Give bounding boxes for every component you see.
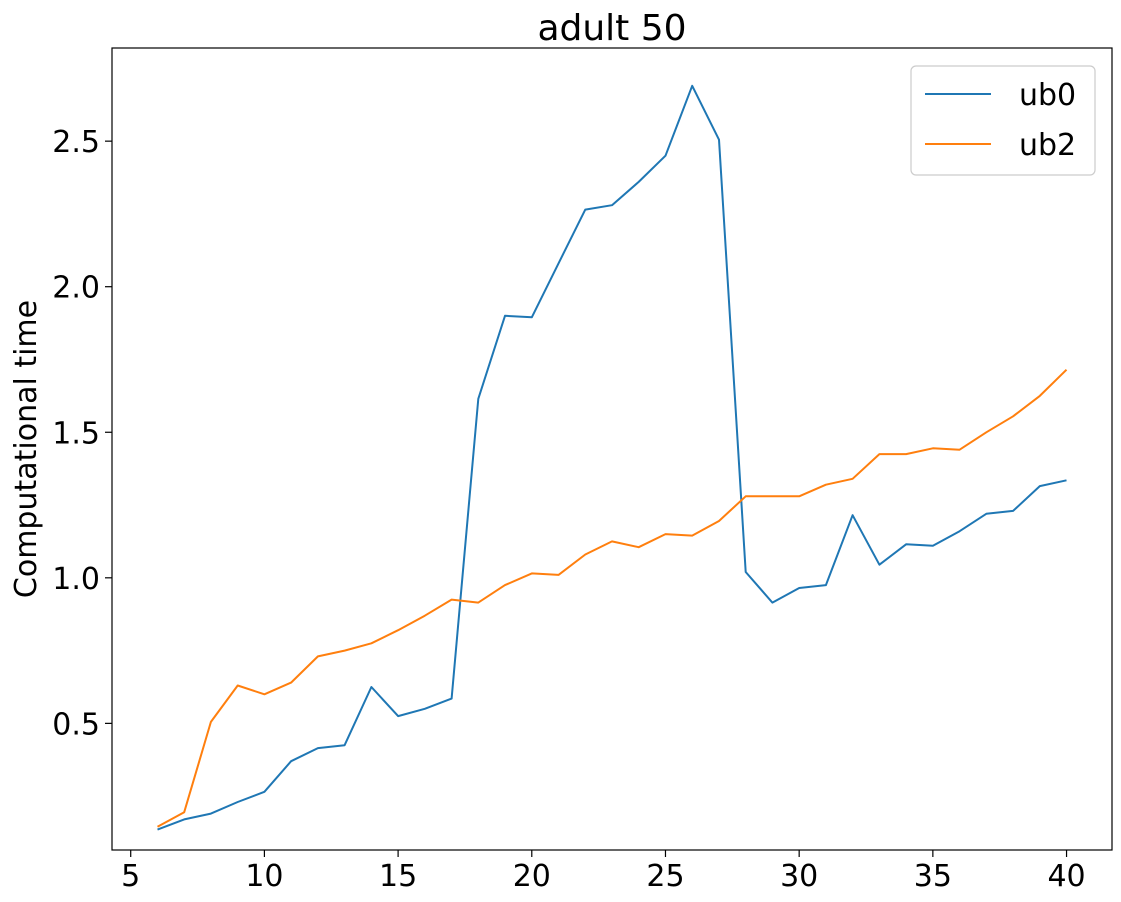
plot-frame — [111, 47, 1113, 851]
legend-label-ub0: ub0 — [1019, 78, 1076, 113]
x-tick-label: 35 — [914, 859, 952, 894]
series-layer — [157, 84, 1068, 831]
y-tick-label: 0.5 — [52, 707, 100, 742]
x-tick-label: 25 — [646, 859, 684, 894]
chart-title: adult 50 — [537, 8, 686, 49]
x-tick-label: 10 — [245, 859, 283, 894]
y-axis-label: Computational time — [9, 300, 44, 598]
y-tick-label: 1.5 — [52, 416, 100, 451]
x-tick-label: 20 — [513, 859, 551, 894]
y-axis-ticks: 0.5 1.0 1.5 2.0 2.5 — [52, 125, 112, 742]
legend-label-ub2: ub2 — [1019, 128, 1076, 163]
x-tick-label: 30 — [780, 859, 818, 894]
y-tick-label: 1.0 — [52, 562, 100, 597]
series-line-ub2 — [157, 368, 1068, 828]
x-tick-label: 5 — [121, 859, 140, 894]
x-axis-ticks: 5 10 15 20 25 30 35 40 — [121, 850, 1086, 894]
x-tick-label: 40 — [1047, 859, 1085, 894]
y-tick-label: 2.0 — [52, 271, 100, 306]
y-tick-label: 2.5 — [52, 125, 100, 160]
series-line-ub0 — [157, 84, 1067, 831]
x-tick-label: 15 — [379, 859, 417, 894]
